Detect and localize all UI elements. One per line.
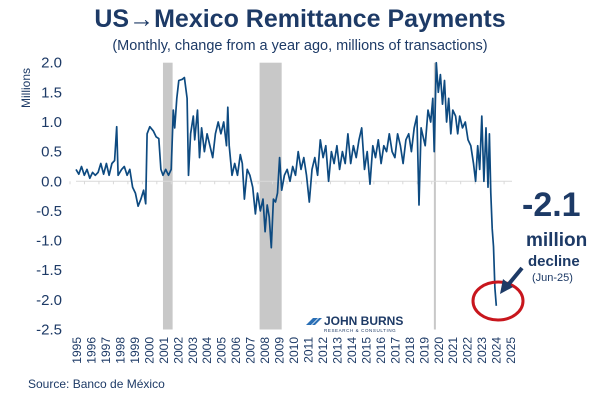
x-tick-label: 2017 (388, 337, 402, 364)
x-tick-label: 2014 (345, 337, 359, 364)
y-tick-label: 2.0 (41, 55, 62, 72)
logo-name: JOHN BURNS (324, 314, 403, 328)
logo-mark-icon (306, 318, 322, 325)
y-tick-label: -2.0 (36, 292, 62, 309)
y-tick-label: 0.0 (41, 173, 62, 190)
x-tick-label: 2020 (432, 337, 446, 364)
logo: JOHN BURNS RESEARCH & CONSULTING (306, 314, 403, 333)
y-tick-label: 0.5 (41, 144, 62, 161)
x-tick-label: 2013 (330, 337, 344, 364)
x-tick-label: 2003 (186, 337, 200, 364)
x-tick-label: 2023 (475, 337, 489, 364)
recession-band (259, 62, 282, 330)
y-axis-label: Millions (19, 68, 33, 108)
highlight-circle (471, 280, 525, 322)
x-tick-label: 1996 (84, 337, 98, 364)
x-tick-label: 1997 (99, 337, 113, 364)
x-tick-label: 2021 (446, 337, 460, 364)
annotation-line2: decline (528, 253, 580, 270)
x-tick-label: 1995 (70, 337, 84, 364)
source-note: Source: Banco de México (28, 377, 165, 391)
x-tick-label: 1999 (128, 337, 142, 364)
annotation-line1: million (526, 230, 587, 251)
x-tick-label: 2000 (142, 337, 156, 364)
x-tick-label: 2024 (490, 337, 504, 364)
x-tick-label: 2022 (461, 337, 475, 364)
arrow-icon (500, 266, 524, 294)
x-tick-label: 2018 (403, 337, 417, 364)
annotation-value: -2.1 (522, 186, 581, 224)
x-tick-label: 1998 (113, 337, 127, 364)
x-tick-label: 2016 (374, 337, 388, 364)
x-tick-label: 2008 (258, 337, 272, 364)
chart-subtitle: (Monthly, change from a year ago, millio… (112, 38, 488, 54)
recession-band (162, 62, 173, 330)
x-tick-label: 2009 (273, 337, 287, 364)
y-tick-label: 1.0 (41, 114, 62, 131)
y-tick-label: -0.5 (36, 203, 62, 220)
x-tick-label: 2015 (359, 337, 373, 364)
y-tick-label: -1.5 (36, 262, 62, 279)
x-tick-label: 2001 (157, 337, 171, 364)
x-tick-label: 2006 (229, 337, 243, 364)
annotation-date: (Jun-25) (532, 272, 573, 284)
y-tick-label: 1.5 (41, 84, 62, 101)
x-tick-label: 2007 (244, 337, 258, 364)
chart-title: US→Mexico Remittance Payments (94, 5, 506, 33)
x-tick-label: 2012 (316, 337, 330, 364)
x-tick-label: 2011 (302, 337, 316, 363)
x-tick-label: 2025 (504, 337, 518, 364)
x-tick-label: 2002 (171, 337, 185, 364)
x-tick-label: 2004 (200, 337, 214, 364)
x-tick-label: 2019 (417, 337, 431, 364)
series-line (75, 61, 498, 306)
y-tick-label: -1.0 (36, 233, 62, 250)
x-tick-label: 2005 (215, 337, 229, 364)
y-tick-label: -2.5 (36, 322, 62, 339)
x-tick-label: 2010 (287, 337, 301, 364)
logo-tagline: RESEARCH & CONSULTING (324, 328, 396, 333)
